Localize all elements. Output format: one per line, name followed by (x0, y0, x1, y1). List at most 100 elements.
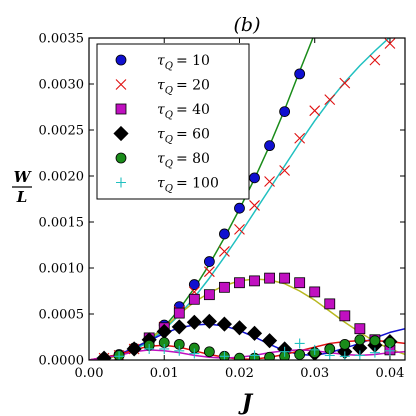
y-axis-label-numerator: W (14, 168, 33, 186)
series-0-point (203, 256, 215, 267)
legend-entry-value: = 10 (176, 53, 210, 69)
x-tick-label: 0.03 (300, 366, 329, 381)
legend-entry-value: = 60 (176, 127, 210, 143)
legend-entry-symbol: τ (157, 102, 165, 118)
legend-entry-value: = 20 (176, 78, 210, 94)
legend-marker-1 (115, 79, 127, 90)
series-1-point (264, 176, 275, 187)
y-axis-label-denominator: L (16, 188, 28, 206)
series-5-point (174, 345, 185, 356)
legend-entry-symbol: τ (157, 53, 165, 69)
series-3-point (96, 350, 112, 360)
series-2-point (279, 272, 291, 284)
x-tick-label: 0.04 (375, 366, 404, 381)
series-4-point (369, 335, 381, 347)
series-4-point (354, 334, 366, 346)
legend-entry-symbol: τ (157, 151, 165, 167)
series-1-point (324, 94, 336, 106)
legend-marker-2 (115, 103, 127, 115)
y-tick-label: 0.0010 (39, 262, 85, 277)
series-2-point (188, 293, 200, 305)
series-4-point (294, 349, 306, 360)
series-2-point (203, 289, 215, 301)
legend-entry-3: τQ = 60 (157, 127, 210, 146)
series-3-point (246, 325, 263, 341)
series-5-point (354, 350, 365, 360)
series-2-point (264, 272, 275, 284)
y-tick-label: 0.0000 (39, 354, 85, 369)
series-1-point (234, 223, 245, 235)
y-tick-label: 0.0035 (39, 32, 85, 47)
series-2-point (249, 275, 260, 287)
legend-entry-0: τQ = 10 (157, 53, 210, 72)
series-4-point (339, 338, 351, 350)
series-2-point (234, 277, 245, 289)
y-tick-label: 0.0005 (39, 308, 85, 323)
legend-entry-subscript: Q (165, 86, 173, 97)
series-5-point (249, 350, 260, 360)
series-4-point (203, 346, 215, 358)
series-0-point (294, 68, 306, 80)
series-1-point (279, 165, 291, 176)
x-axis-ticks: 0.00 0.01 0.02 0.03 0.04 (75, 38, 404, 381)
series-1-point (294, 132, 306, 144)
legend-entry-subscript: Q (165, 110, 173, 121)
series-5-point (324, 350, 335, 360)
series-5-point (159, 343, 170, 354)
series-4-point (264, 351, 275, 360)
series-1-point (339, 77, 351, 89)
legend-box (96, 43, 250, 200)
series-2-point (354, 323, 366, 335)
legend-entry-symbol: τ (157, 127, 165, 143)
series-0-point (219, 228, 230, 240)
chart-title: (b) (234, 14, 261, 36)
legend-entry-value: = 100 (176, 176, 219, 192)
series-5-point (384, 345, 395, 356)
series-2-point (324, 298, 336, 310)
series-5-point (189, 348, 200, 359)
y-tick-label: 0.0030 (39, 78, 85, 93)
legend-marker-3 (113, 125, 129, 142)
series-1-point (219, 246, 230, 257)
x-tick-label: 0.00 (75, 366, 104, 381)
series-3-point (171, 319, 187, 335)
series-3-point (186, 314, 202, 330)
legend-marker-4 (115, 152, 127, 164)
plot-frame (88, 37, 406, 361)
y-tick-label: 0.0025 (39, 124, 85, 139)
legend-entry-subscript: Q (165, 135, 173, 146)
series-0-point (249, 172, 260, 184)
series-3-point (201, 313, 217, 329)
series-1-point (309, 105, 321, 117)
x-axis-label: J (238, 390, 254, 416)
legend-entry-1: τQ = 20 (157, 78, 210, 97)
series-1-point (203, 266, 215, 278)
series-4-point (234, 352, 245, 360)
x-tick-label: 0.02 (225, 366, 254, 381)
legend-entry-4: τQ = 80 (157, 151, 210, 170)
series-5-point (309, 344, 320, 355)
series-5-point (369, 347, 380, 358)
series-0-point (279, 106, 291, 117)
series-0-point (264, 140, 275, 152)
series-3-point (262, 333, 278, 349)
legend-marker-5 (116, 177, 126, 188)
series-5-point (294, 338, 305, 349)
legend-marker-0 (115, 54, 127, 66)
series-2-point (339, 310, 351, 322)
y-tick-label: 0.0020 (39, 170, 85, 185)
x-tick-label: 0.01 (150, 366, 179, 381)
series-3-point (231, 320, 248, 336)
legend-entry-value: = 40 (176, 102, 210, 118)
series-1-point (384, 38, 396, 49)
series-2-point (219, 281, 230, 293)
legend-entry-symbol: τ (157, 176, 165, 192)
series-0-point (234, 202, 245, 214)
y-tick-label: 0.0015 (39, 216, 85, 231)
legend-entry-2: τQ = 40 (157, 102, 210, 121)
series-1-point (249, 200, 260, 211)
data-markers (96, 38, 398, 360)
legend-entry-symbol: τ (157, 78, 165, 94)
